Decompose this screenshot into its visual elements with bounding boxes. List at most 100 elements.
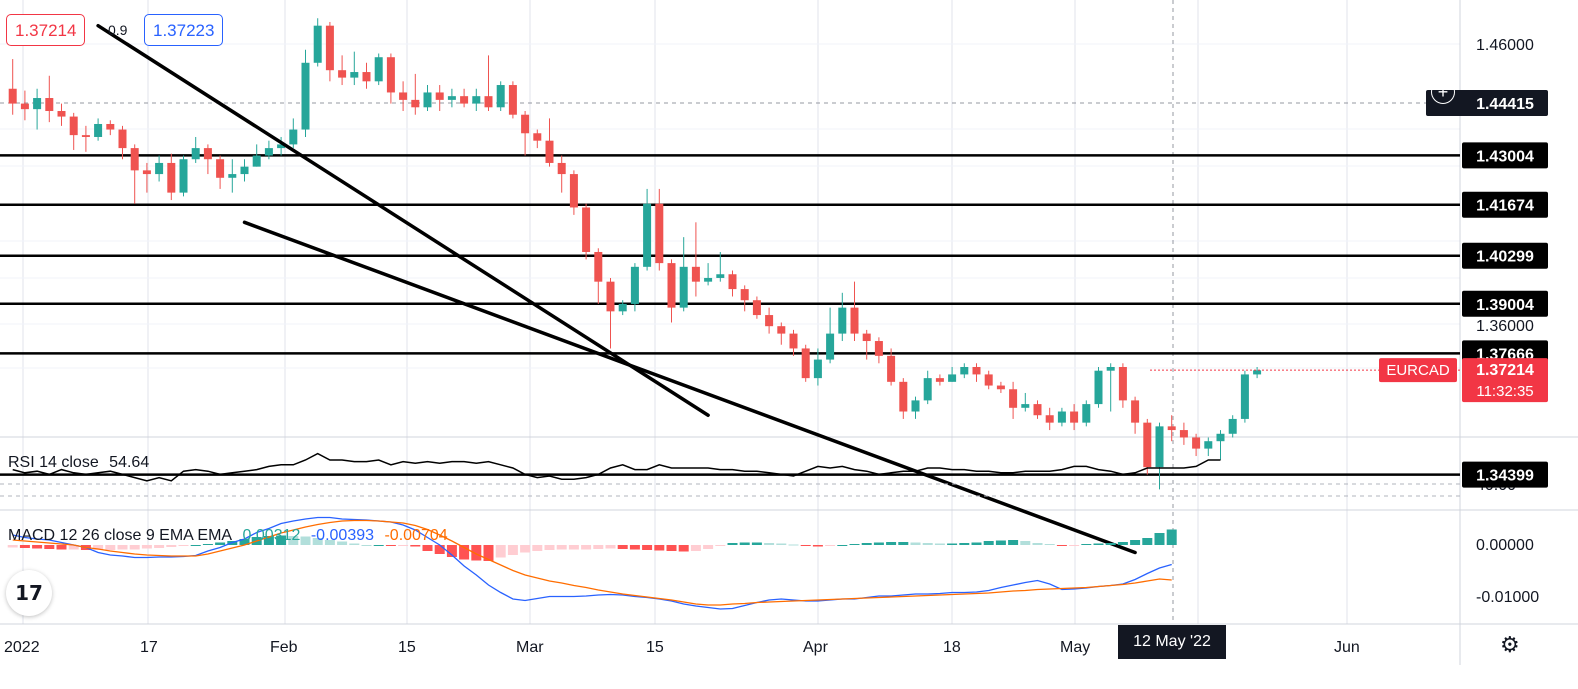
macd-histogram-bar xyxy=(459,545,470,560)
candle-body xyxy=(923,378,932,401)
rsi-label: RSI 14 close xyxy=(8,454,99,471)
sell-price-box[interactable]: 1.37214 xyxy=(6,14,86,46)
time-axis-label: May xyxy=(1060,639,1090,656)
trendline-upper xyxy=(96,23,710,417)
macd-signal-value: -0.00704 xyxy=(384,527,448,544)
macd-histogram-bar xyxy=(32,545,43,549)
current-price-bg xyxy=(1462,358,1548,403)
candle-body xyxy=(996,385,1005,390)
rsi-legend[interactable]: RSI 14 close 54.64 xyxy=(8,453,155,473)
macd-histogram-bar xyxy=(1117,542,1128,545)
candle-body xyxy=(850,307,859,334)
macd-histogram-bar xyxy=(410,545,421,547)
gear-icon[interactable]: ⚙ xyxy=(1500,632,1520,657)
candle-body xyxy=(972,366,981,375)
macd-histogram-bar xyxy=(1130,540,1141,545)
macd-histogram-bar xyxy=(983,541,994,545)
macd-histogram-bar xyxy=(727,543,738,545)
crosshair-price-label: 1.44415 xyxy=(1476,96,1534,113)
macd-histogram-bar xyxy=(154,545,165,548)
candle-body xyxy=(264,148,273,156)
candle-body xyxy=(594,251,603,282)
candle-body xyxy=(155,162,164,175)
candle-body xyxy=(618,303,627,312)
candle-body xyxy=(582,207,591,252)
candle-body xyxy=(948,374,957,382)
candle-body xyxy=(447,96,456,100)
candle-body xyxy=(838,307,847,334)
candle-body xyxy=(191,148,200,160)
macd-histogram-bar xyxy=(605,545,616,549)
candle-body xyxy=(667,263,676,308)
macd-histogram-bar xyxy=(678,545,689,552)
signal-line xyxy=(12,519,1172,606)
candle-body xyxy=(777,326,786,334)
level-price-label-bg xyxy=(1462,191,1548,218)
macd-histogram-bar xyxy=(312,538,323,545)
candle-body xyxy=(130,148,139,171)
macd-histogram-bar xyxy=(1056,545,1067,546)
candle-body xyxy=(252,155,261,167)
candle-body xyxy=(508,85,517,115)
candle-body xyxy=(752,300,761,316)
candle-body xyxy=(569,174,578,208)
macd-histogram-bar xyxy=(629,545,640,550)
macd-histogram-bar xyxy=(764,543,775,545)
level-price-label-bg xyxy=(1462,461,1548,488)
macd-histogram-bar xyxy=(556,545,567,550)
time-axis-label: 15 xyxy=(398,639,416,656)
candle-body xyxy=(350,72,359,78)
price-and-time-axes: 1.460001.360001.3400040.000.00000-0.0100… xyxy=(4,37,1539,656)
candle-body xyxy=(301,62,310,130)
candle-body xyxy=(386,57,395,93)
macd-histogram-bar xyxy=(1081,544,1092,545)
candle-body xyxy=(984,374,993,386)
macd-histogram-bar xyxy=(349,543,360,545)
macd-line xyxy=(12,516,1172,610)
candle-body xyxy=(728,274,737,290)
candle-body xyxy=(1033,404,1042,416)
candle-body xyxy=(69,116,78,136)
crosshair-price-bg xyxy=(1426,90,1548,117)
spread-value: 0.9 xyxy=(108,22,128,38)
candle-body xyxy=(484,96,493,108)
macd-histogram-bar xyxy=(776,543,787,545)
candle-body xyxy=(691,266,700,282)
macd-histogram-bar xyxy=(873,542,884,545)
macd-histogram-bar xyxy=(703,545,714,549)
macd-histogram-bar xyxy=(947,543,958,545)
tradingview-logo-icon[interactable]: 17 xyxy=(6,570,52,616)
candle-body xyxy=(1155,426,1164,468)
macd-histogram-bar xyxy=(446,545,457,557)
candle-body xyxy=(20,103,29,110)
candle-body xyxy=(887,355,896,382)
macd-histogram-bar xyxy=(1044,544,1055,545)
candle-body xyxy=(240,166,249,175)
macd-histogram-bar xyxy=(495,545,506,558)
horizontal-support-resistance-levels xyxy=(0,154,1460,476)
candle-body xyxy=(33,98,42,110)
candle-body xyxy=(411,99,420,108)
candle-body xyxy=(1045,415,1054,423)
candle-body xyxy=(1070,411,1079,423)
price-tick-label: 1.36000 xyxy=(1476,318,1534,335)
buy-price-box[interactable]: 1.37223 xyxy=(144,14,224,46)
candle-body xyxy=(826,333,835,360)
macd-legend[interactable]: MACD 12 26 close 9 EMA EMA 0.00312 -0.00… xyxy=(8,526,454,546)
candle-body xyxy=(1240,374,1249,419)
candle-body xyxy=(228,174,237,178)
macd-histogram-bar xyxy=(971,542,982,545)
candle-body xyxy=(874,341,883,356)
plus-circle-icon[interactable]: + xyxy=(1431,80,1455,104)
price-tick-label: 1.46000 xyxy=(1476,37,1534,54)
candle-body xyxy=(813,359,822,379)
candle-body xyxy=(94,123,103,137)
macd-histogram-bar xyxy=(361,545,372,546)
macd-histogram-bar xyxy=(739,542,750,545)
current-price-label: 1.37214 xyxy=(1476,362,1534,379)
macd-histogram-bar xyxy=(166,545,177,547)
candle-body xyxy=(1253,370,1262,375)
candle-body xyxy=(1204,441,1213,449)
candle-body xyxy=(81,135,90,137)
